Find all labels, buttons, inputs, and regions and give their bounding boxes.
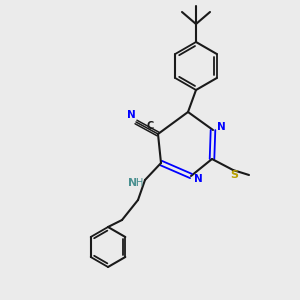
Text: N: N (128, 178, 138, 188)
Text: S: S (230, 170, 238, 180)
Text: N: N (194, 174, 203, 184)
Text: H: H (136, 178, 144, 188)
Text: N: N (127, 110, 135, 120)
Text: C: C (146, 121, 154, 131)
Text: N: N (217, 122, 226, 132)
